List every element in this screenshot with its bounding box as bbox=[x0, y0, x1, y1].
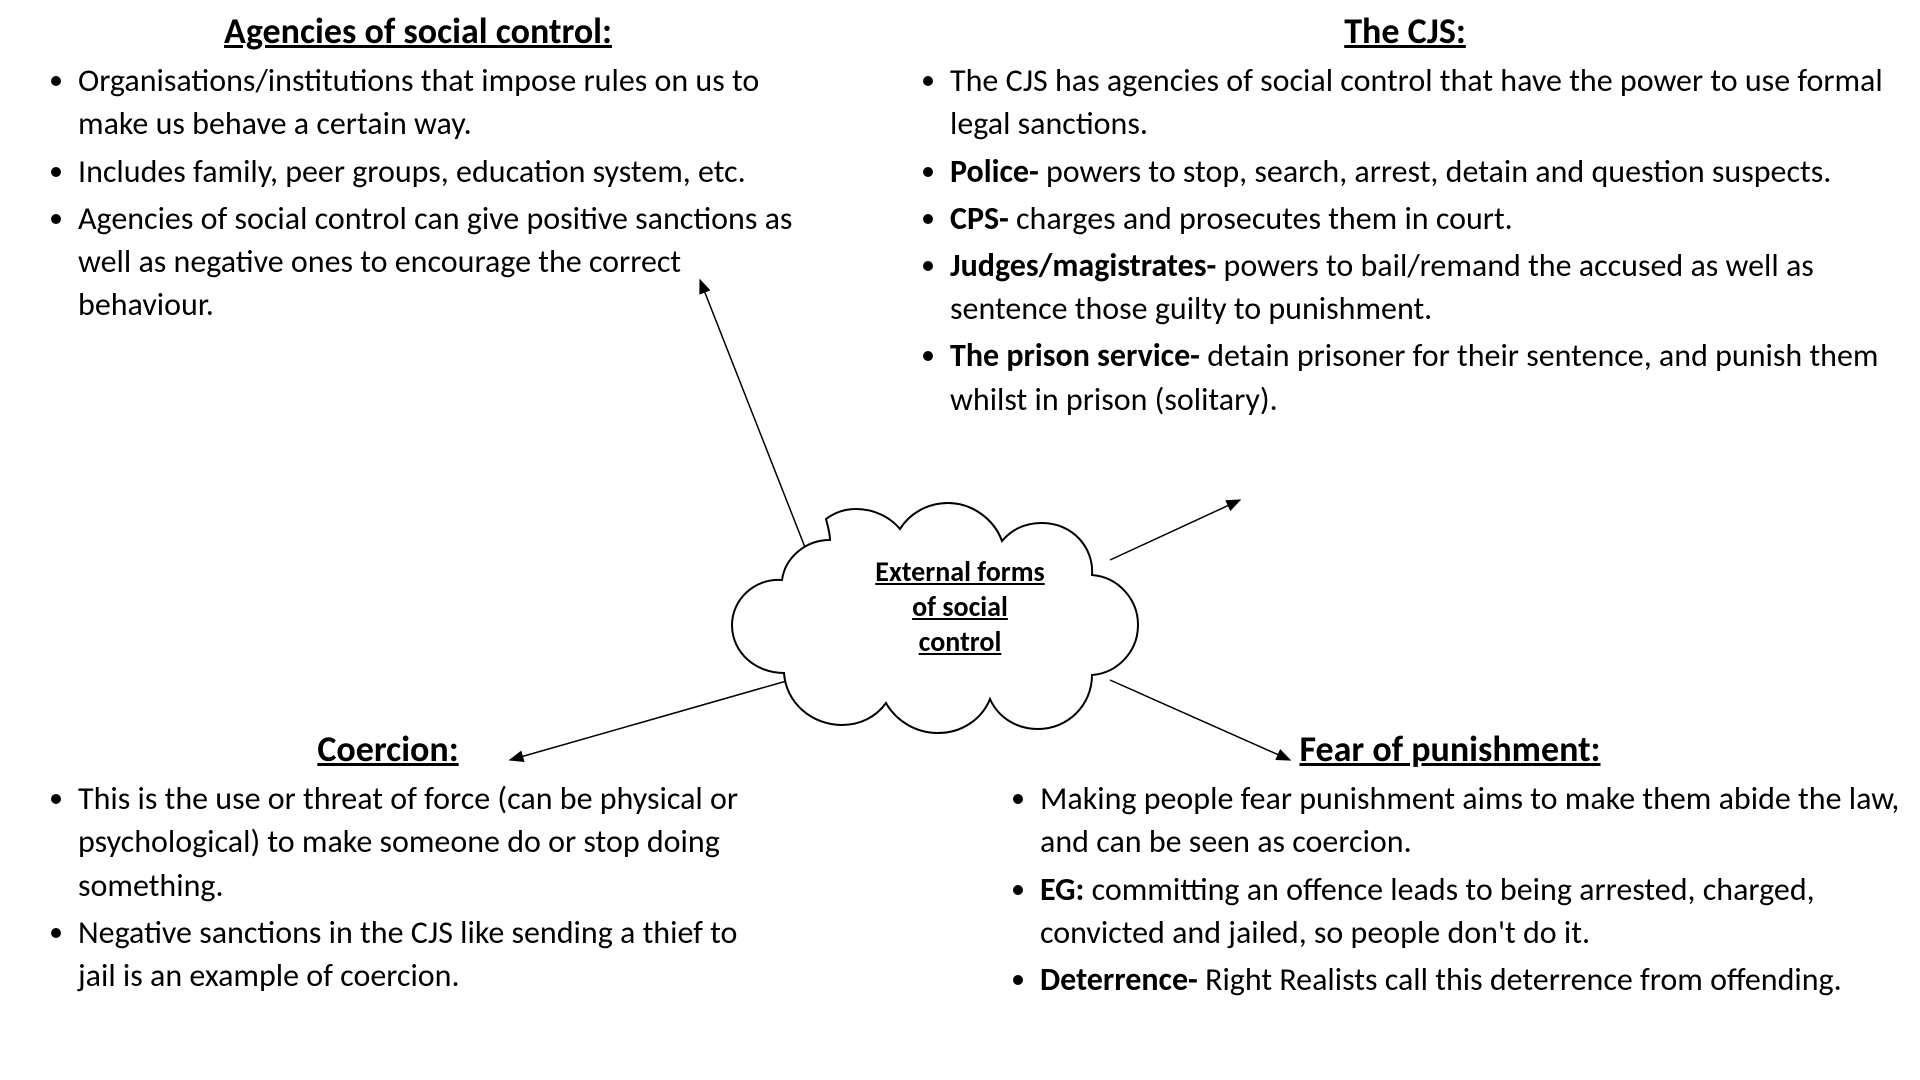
agencies-list: Organisations/institutions that impose r… bbox=[28, 59, 808, 326]
bullet-bold: Deterrence- bbox=[1040, 960, 1205, 999]
cjs-block: The CJS: The CJS has agencies of social … bbox=[900, 10, 1910, 425]
list-item: CPS- charges and prosecutes them in cour… bbox=[950, 197, 1910, 240]
coercion-list: This is the use or threat of force (can … bbox=[28, 777, 748, 997]
bullet-bold: Police- bbox=[950, 152, 1046, 191]
bullet-bold: Judges/magistrates- bbox=[950, 246, 1224, 285]
agencies-title: Agencies of social control: bbox=[28, 10, 808, 53]
coercion-title: Coercion: bbox=[28, 728, 748, 771]
list-item: Police- powers to stop, search, arrest, … bbox=[950, 150, 1910, 193]
bullet-rest: Right Realists call this deterrence from… bbox=[1205, 960, 1842, 999]
list-item: The CJS has agencies of social control t… bbox=[950, 59, 1910, 145]
cjs-list: The CJS has agencies of social control t… bbox=[900, 59, 1910, 421]
agencies-block: Agencies of social control: Organisation… bbox=[28, 10, 808, 330]
bullet-bold: CPS- bbox=[950, 199, 1016, 238]
cjs-title: The CJS: bbox=[900, 10, 1910, 53]
list-item: Includes family, peer groups, education … bbox=[78, 150, 808, 193]
list-item: Judges/magistrates- powers to bail/reman… bbox=[950, 244, 1910, 330]
fear-block: Fear of punishment: Making people fear p… bbox=[990, 728, 1910, 1005]
fear-title: Fear of punishment: bbox=[990, 728, 1910, 771]
list-item: Negative sanctions in the CJS like sendi… bbox=[78, 911, 748, 997]
list-item: Deterrence- Right Realists call this det… bbox=[1040, 958, 1910, 1001]
center-line3: control bbox=[919, 624, 1002, 659]
fear-list: Making people fear punishment aims to ma… bbox=[990, 777, 1910, 1001]
bullet-bold: EG: bbox=[1040, 870, 1092, 909]
list-item: Making people fear punishment aims to ma… bbox=[1040, 777, 1910, 863]
bullet-bold: The prison service- bbox=[950, 336, 1207, 375]
connector-arrow bbox=[1110, 500, 1240, 560]
list-item: EG: committing an offence leads to being… bbox=[1040, 868, 1910, 954]
list-item: Agencies of social control can give posi… bbox=[78, 197, 808, 327]
bullet-rest: charges and prosecutes them in court. bbox=[1016, 199, 1513, 238]
bullet-rest: committing an offence leads to being arr… bbox=[1040, 870, 1815, 952]
bullet-rest: powers to stop, search, arrest, detain a… bbox=[1046, 152, 1831, 191]
coercion-block: Coercion: This is the use or threat of f… bbox=[28, 728, 748, 1001]
center-line2: of social bbox=[912, 589, 1008, 624]
center-cloud-text: External forms of social control bbox=[840, 554, 1080, 659]
list-item: The prison service- detain prisoner for … bbox=[950, 334, 1910, 420]
list-item: Organisations/institutions that impose r… bbox=[78, 59, 808, 145]
list-item: This is the use or threat of force (can … bbox=[78, 777, 748, 907]
center-line1: External forms bbox=[875, 554, 1044, 589]
